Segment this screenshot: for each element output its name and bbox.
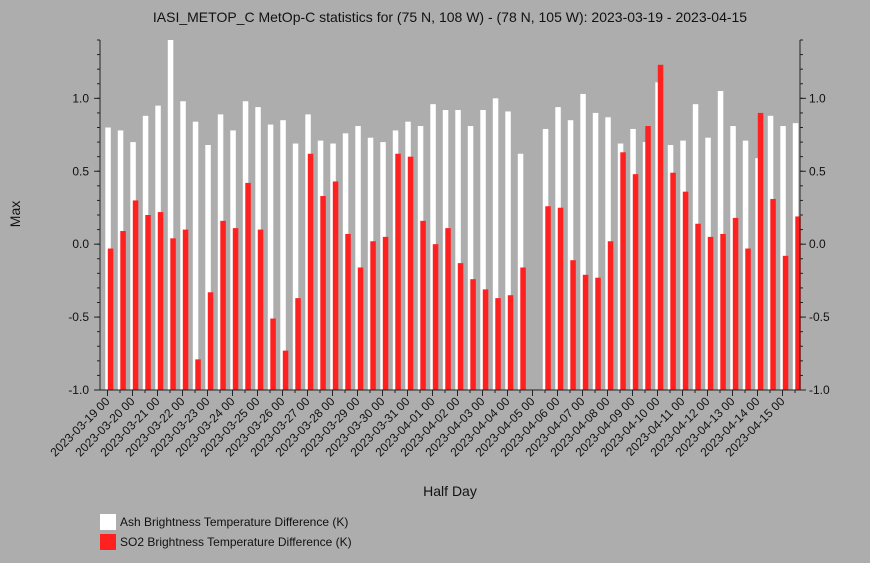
y-tick-label-left: -1.0: [68, 383, 89, 397]
axes-layer: 1.0 1.0 0.5 0.5 0.0 0.0 -0.5 -0.5 -1.0 -1.0: [68, 39, 830, 397]
so2-bar-52: [757, 112, 764, 391]
so2-bar-54: [782, 255, 789, 390]
so2-bar-22: [382, 236, 389, 390]
ash-bar-8: [205, 145, 211, 390]
so2-bar-16: [307, 153, 314, 390]
so2-bar-43: [645, 126, 651, 390]
ash-bar-15: [292, 143, 299, 390]
ash-bar-13: [267, 124, 274, 390]
y-tick-label-right: 0.5: [809, 164, 826, 178]
ash-bar-28: [455, 110, 461, 390]
y-tick-label-right: -1.0: [809, 383, 830, 397]
so2-bar-35: [545, 206, 551, 390]
legend-item-ash: Ash Brightness Temperature Difference (K…: [100, 512, 352, 532]
so2-bar-50: [732, 217, 739, 390]
y-tick-label-right: 0.0: [809, 237, 826, 251]
so2-bar-55: [795, 216, 801, 390]
legend-label-ash: Ash Brightness Temperature Difference (K…: [120, 515, 349, 529]
y-tick-label-right: 1.0: [809, 91, 826, 105]
bars-layer: [105, 40, 801, 391]
so2-bar-37: [570, 260, 576, 390]
ash-bar-20: [355, 126, 361, 390]
so2-bar-53: [770, 198, 776, 390]
so2-bar-2: [132, 200, 139, 390]
so2-bar-6: [182, 229, 189, 390]
y-tick-label-left: -0.5: [68, 310, 89, 324]
so2-bar-38: [582, 274, 589, 390]
legend-label-so2: SO2 Brightness Temperature Difference (K…: [120, 535, 352, 549]
legend: Ash Brightness Temperature Difference (K…: [100, 512, 352, 552]
so2-bar-26: [432, 244, 439, 390]
so2-bar-44: [657, 64, 664, 390]
legend-swatch-so2: [100, 534, 116, 550]
ash-bar-5: [167, 40, 174, 390]
so2-bar-3: [145, 215, 151, 390]
so2-bar-49: [720, 233, 726, 390]
ash-bar-32: [505, 111, 511, 391]
y-tick-label-left: 1.0: [72, 91, 89, 105]
so2-bar-0: [107, 248, 114, 390]
y-axis-title: Max: [7, 201, 23, 227]
chart-title: IASI_METOP_C MetOp-C statistics for (75 …: [152, 9, 748, 25]
ash-bar-14: [280, 120, 286, 391]
so2-bar-25: [420, 220, 426, 390]
y-tick-label-left: 0.0: [72, 237, 89, 251]
so2-bar-46: [682, 191, 689, 390]
so2-bar-18: [332, 181, 339, 390]
so2-bar-28: [457, 263, 464, 391]
so2-bar-31: [495, 298, 501, 391]
so2-bar-41: [620, 152, 626, 390]
so2-bar-20: [357, 267, 364, 390]
ash-bar-7: [192, 121, 199, 391]
so2-bar-39: [595, 277, 601, 390]
so2-bar-29: [470, 279, 476, 390]
so2-bar-21: [370, 241, 376, 390]
so2-bar-42: [632, 174, 639, 390]
so2-bar-24: [407, 156, 414, 390]
so2-bar-30: [482, 289, 489, 391]
so2-bar-32: [507, 295, 514, 390]
so2-bar-48: [707, 236, 714, 390]
x-axis-title: Half Day: [423, 483, 477, 499]
so2-bar-17: [320, 196, 326, 390]
so2-bar-7: [195, 359, 201, 391]
ash-bar-30: [480, 110, 486, 390]
so2-bar-33: [520, 267, 526, 390]
y-tick-label-right: -0.5: [809, 310, 830, 324]
so2-bar-47: [695, 223, 701, 390]
so2-bar-5: [170, 238, 176, 390]
so2-bar-4: [157, 212, 164, 390]
ash-bar-31: [492, 98, 499, 390]
ash-bar-37: [567, 120, 574, 391]
so2-bar-14: [282, 350, 289, 391]
so2-bar-40: [607, 241, 614, 390]
so2-bar-8: [207, 292, 214, 390]
ash-bar-29: [467, 126, 474, 390]
ash-bar-38: [580, 93, 586, 391]
so2-bar-27: [445, 228, 451, 390]
so2-bar-15: [295, 298, 301, 391]
y-tick-label-left: 0.5: [72, 164, 89, 178]
so2-bar-51: [745, 248, 751, 390]
legend-item-so2: SO2 Brightness Temperature Difference (K…: [100, 532, 352, 552]
so2-bar-36: [557, 207, 564, 390]
so2-bar-19: [345, 233, 351, 390]
so2-bar-11: [245, 182, 251, 390]
legend-swatch-ash: [100, 514, 116, 530]
so2-bar-10: [232, 228, 239, 390]
ash-bar-39: [592, 112, 599, 391]
so2-bar-12: [257, 229, 264, 390]
so2-bar-13: [270, 318, 276, 390]
so2-bar-1: [120, 231, 126, 390]
so2-bar-23: [395, 153, 401, 390]
so2-bar-45: [670, 172, 676, 390]
so2-bar-9: [220, 220, 226, 390]
